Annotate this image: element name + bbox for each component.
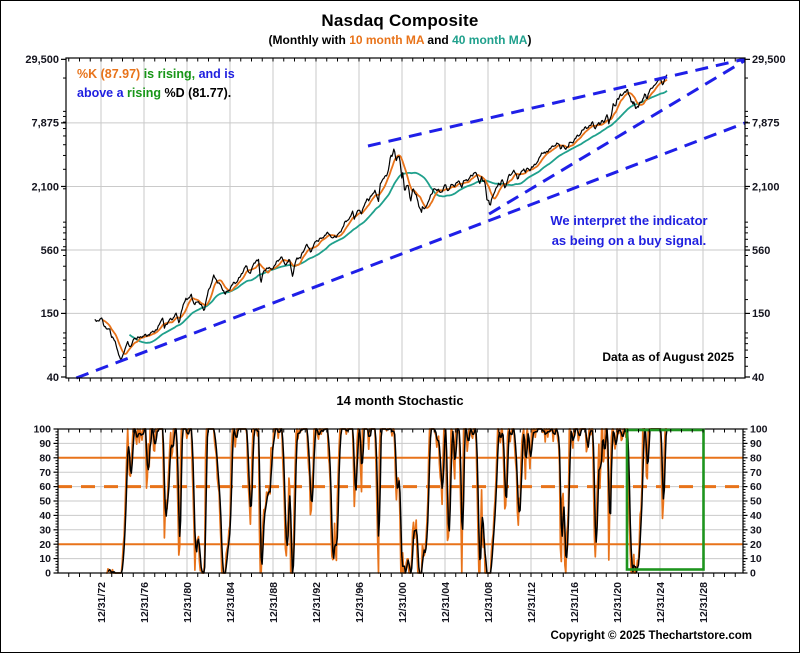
stoch-y-axis-label: 50 [750, 496, 762, 508]
buy-signal-line1: We interpret the indicator [550, 213, 708, 228]
lower-support-trendline [75, 121, 746, 380]
x-axis-date-label: 12/31/20 [612, 582, 624, 623]
stoch-y-axis-label: 60 [39, 481, 51, 493]
text-segment: %K (87.97) [77, 67, 141, 81]
stoch-y-axis-label: 0 [45, 568, 51, 580]
main-y-axis-label: 7,875 [31, 118, 59, 130]
stoch-y-axis-label: 60 [750, 481, 762, 493]
text-segment: is rising, [140, 67, 196, 81]
x-axis-date-label: 12/31/12 [526, 582, 538, 623]
stoch-y-axis-label: 100 [33, 424, 51, 436]
text-segment: 10 month MA [349, 33, 425, 47]
main-y-axis-label: 2,100 [752, 181, 780, 193]
stoch-y-axis-label: 70 [750, 467, 762, 479]
main-plot-border [65, 57, 746, 379]
stoch-y-axis-label: 90 [39, 438, 51, 450]
buy-signal-annotation: We interpret the indicator as being on a… [535, 211, 723, 251]
text-segment: %D (81.77). [161, 86, 232, 100]
main-y-axis-label: 40 [47, 372, 59, 384]
text-segment: rising [127, 86, 162, 100]
x-axis-date-label: 12/31/00 [397, 582, 409, 623]
stoch-y-axis-label: 100 [750, 424, 768, 436]
percent-d-line [107, 428, 668, 574]
stoch-y-axis-label: 50 [39, 496, 51, 508]
stoch-y-axis-label: 20 [39, 539, 51, 551]
copyright-label: Copyright © 2025 Thechartstore.com [550, 630, 752, 642]
text-segment: 40 month MA [452, 33, 528, 47]
text-segment: above a [77, 86, 128, 100]
x-axis-date-label: 12/31/80 [182, 582, 194, 623]
highlight-box [625, 428, 705, 571]
mid-support-trendline [488, 59, 746, 216]
x-axis-date-label: 12/31/08 [483, 582, 495, 623]
main-y-axis-label: 7,875 [752, 118, 780, 130]
stoch-y-axis-label: 70 [39, 467, 51, 479]
stochastic-status-line2: above a rising %D (81.77). [77, 84, 235, 103]
x-axis-date-label: 12/31/84 [225, 582, 237, 623]
page-subtitle: (Monthly with 10 month MA and 40 month M… [1, 33, 799, 47]
x-axis-date-label: 12/31/28 [698, 582, 710, 623]
stoch-y-axis-label: 80 [39, 452, 51, 464]
buy-signal-line2: as being on a buy signal. [551, 233, 707, 248]
stoch-y-axis-label: 40 [39, 510, 51, 522]
main-y-axis-label: 29,500 [752, 54, 786, 66]
price-line [94, 74, 668, 360]
main-y-axis-label: 2,100 [31, 181, 59, 193]
stoch-y-axis-label: 10 [750, 553, 762, 565]
stochastic-status-line1: %K (87.97) is rising, and is [77, 65, 235, 84]
main-y-axis-label: 560 [41, 245, 59, 257]
ma10-line [102, 78, 668, 355]
x-axis-date-label: 12/31/88 [268, 582, 280, 623]
main-y-axis-label: 150 [41, 308, 59, 320]
percent-k-line [106, 428, 667, 574]
text-segment: (Monthly with [268, 33, 350, 47]
stoch-y-axis-label: 40 [750, 510, 762, 522]
page-title: Nasdaq Composite [321, 11, 479, 30]
data-as-of-label: Data as of August 2025 [602, 350, 734, 364]
stoch-y-axis-label: 10 [39, 553, 51, 565]
x-axis-date-label: 12/31/16 [569, 582, 581, 623]
stoch-y-axis-label: 30 [39, 524, 51, 536]
stoch-y-axis-label: 20 [750, 539, 762, 551]
x-axis-date-label: 12/31/04 [440, 582, 452, 623]
main-y-axis-label: 560 [752, 245, 770, 257]
stoch-y-axis-label: 30 [750, 524, 762, 536]
stoch-y-axis-label: 0 [750, 568, 756, 580]
x-axis-date-label: 12/31/72 [96, 582, 108, 623]
text-segment: and is [195, 67, 235, 81]
x-axis-date-label: 12/31/92 [311, 582, 323, 623]
ma40-line [128, 90, 668, 344]
stoch-y-axis-label: 80 [750, 452, 762, 464]
main-y-axis-label: 150 [752, 308, 770, 320]
text-segment: ) [527, 33, 532, 47]
x-axis-date-label: 12/31/24 [655, 582, 667, 623]
x-axis-date-label: 12/31/96 [354, 582, 366, 623]
upper-resistance-trendline [367, 57, 746, 148]
stochastic-title: 14 month Stochastic [336, 393, 464, 408]
stoch-y-axis-label: 90 [750, 438, 762, 450]
text-segment: and [424, 33, 453, 47]
main-y-axis-label: 40 [752, 372, 764, 384]
x-axis-date-label: 12/31/76 [139, 582, 151, 623]
stochastic-status-annotation: %K (87.97) is rising, and is above a ris… [77, 65, 235, 103]
main-y-axis-label: 29,500 [25, 54, 59, 66]
